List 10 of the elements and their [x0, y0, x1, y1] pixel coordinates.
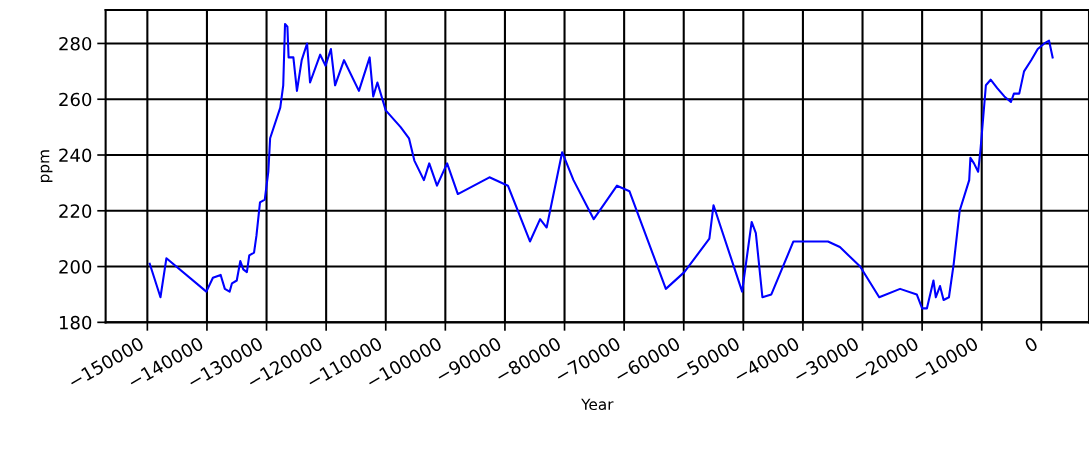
- y-tick-label: 280: [59, 36, 92, 51]
- y-tick-label: 200: [59, 260, 92, 274]
- y-axis-title: ppm: [40, 150, 53, 182]
- y-tick-label: 220: [59, 204, 92, 218]
- y-tick-label: 260: [59, 92, 92, 107]
- y-tick-label: 180: [59, 315, 92, 330]
- x-tick-label: 0: [1023, 336, 1039, 353]
- x-axis-title: Year: [581, 398, 614, 411]
- line-series: [148, 22, 1054, 310]
- y-tick-label: 240: [59, 148, 92, 163]
